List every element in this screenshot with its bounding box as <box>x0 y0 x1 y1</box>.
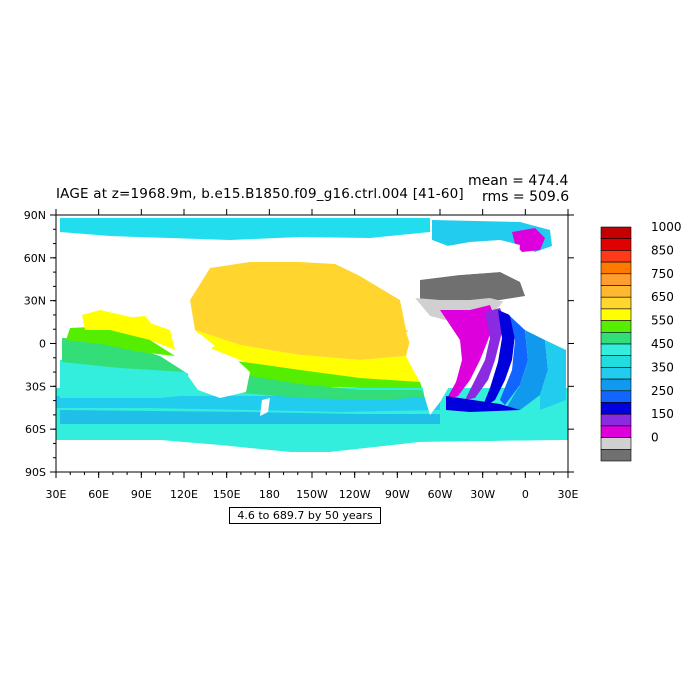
colorbar-label: 450 <box>651 337 674 351</box>
plot-title: IAGE at z=1968.9m, b.e15.B1850.f09_g16.c… <box>56 186 464 202</box>
colorbar-label: 0 <box>651 431 659 445</box>
colorbar-swatch <box>600 238 632 251</box>
colorbar-swatch <box>600 390 632 403</box>
colorbar-swatch <box>600 413 632 427</box>
colorbar-swatch <box>600 448 632 462</box>
colorbar-swatch <box>600 320 632 333</box>
southern-band-2 <box>60 410 440 424</box>
x-tick-label: 60W <box>428 488 453 501</box>
greenland-patch <box>512 228 545 252</box>
new-zealand <box>260 398 270 416</box>
greenland <box>440 240 520 275</box>
colorbar-swatch <box>600 378 632 392</box>
indian-ocean-south <box>60 358 220 398</box>
bay-of-bengal <box>125 316 155 332</box>
australia <box>188 358 250 398</box>
indian-ocean-mid <box>62 338 185 372</box>
x-tick-label: 60E <box>88 488 109 501</box>
colorbar-swatch <box>600 261 632 275</box>
x-tick-label: 150E <box>213 488 241 501</box>
x-tick-label: 120W <box>339 488 371 501</box>
colorbar-label: 650 <box>651 290 674 304</box>
atlantic-midblue <box>500 316 528 405</box>
north-atlantic-gray <box>415 298 505 320</box>
colorbar-swatch <box>600 355 632 368</box>
north-pacific <box>190 262 410 360</box>
x-tick-label: 90W <box>385 488 410 501</box>
y-tick-label: 60S <box>25 423 46 436</box>
atlantic-east-2 <box>540 340 566 410</box>
colorbar-swatch <box>600 250 632 263</box>
y-tick-label: 0 <box>39 338 46 351</box>
colorbar-swatch <box>600 296 632 310</box>
y-tick-label: 90S <box>25 466 46 479</box>
colorbar-label: 750 <box>651 267 674 281</box>
colorbar-label: 150 <box>651 407 674 421</box>
colorbar-swatch <box>600 226 632 239</box>
colorbar-swatch <box>600 308 632 321</box>
south-america <box>406 330 460 415</box>
colorbar-label: 350 <box>651 360 674 374</box>
rms-value: rms = 509.6 <box>482 189 570 205</box>
arctic-ocean-region <box>60 218 430 240</box>
indian-ocean-green <box>66 326 175 356</box>
y-tick-label: 30N <box>24 295 46 308</box>
atlantic-purple <box>465 308 505 400</box>
north-america <box>335 240 470 335</box>
x-tick-label: 30E <box>46 488 67 501</box>
atlantic-magenta <box>440 305 495 400</box>
x-tick-label: 150W <box>296 488 328 501</box>
maritime-continent <box>178 330 215 352</box>
x-tick-label: 180 <box>259 488 280 501</box>
southern-band-1 <box>56 396 440 412</box>
y-tick-label: 60N <box>24 252 46 265</box>
x-tick-label: 120E <box>170 488 198 501</box>
contour-info-box: 4.6 to 689.7 by 50 years <box>229 507 381 524</box>
colorbar-swatch <box>600 367 632 380</box>
colorbar-swatch <box>600 273 632 286</box>
indian-ocean-north <box>82 310 175 350</box>
colorbar-swatch <box>600 437 632 450</box>
south-pacific-teal <box>225 372 440 400</box>
africa <box>500 296 566 340</box>
south-atlantic-deep <box>446 396 520 412</box>
north-atlantic <box>420 272 525 302</box>
colorbar-swatch <box>600 331 632 345</box>
colorbar-label: 1000 <box>651 220 682 234</box>
ocean-field <box>56 218 568 472</box>
x-tick-label: 90E <box>131 488 152 501</box>
atlantic-blue <box>482 310 515 408</box>
equatorial-pacific <box>195 330 420 382</box>
colorbar-label: 550 <box>651 314 674 328</box>
mean-value: mean = 474.4 <box>468 173 569 189</box>
antarctica <box>56 440 568 472</box>
y-tick-label: 90N <box>24 209 46 222</box>
colorbar-swatch <box>600 343 632 356</box>
y-tick-label: 30S <box>25 380 46 393</box>
x-tick-label: 30W <box>470 488 495 501</box>
x-tick-label: 0 <box>522 488 529 501</box>
eurasia <box>60 240 240 320</box>
y-axis: 90N 60N 30N 0 30S 60S 90S <box>24 209 574 479</box>
colorbar-label: 250 <box>651 384 674 398</box>
colorbar-swatch <box>600 402 632 415</box>
colorbar-swatch <box>600 285 632 298</box>
colorbar-label: 850 <box>651 243 674 257</box>
x-tick-label: 30E <box>558 488 579 501</box>
colorbar: 1000 850 750 650 550 450 350 250 150 0 <box>600 220 682 462</box>
x-axis: 30E 60E 90E 120E 150E 180 150W 120W 90W 60W 30W 0 30… <box>46 209 579 501</box>
atlantic-east <box>505 330 548 410</box>
colorbar-swatch <box>600 425 632 438</box>
